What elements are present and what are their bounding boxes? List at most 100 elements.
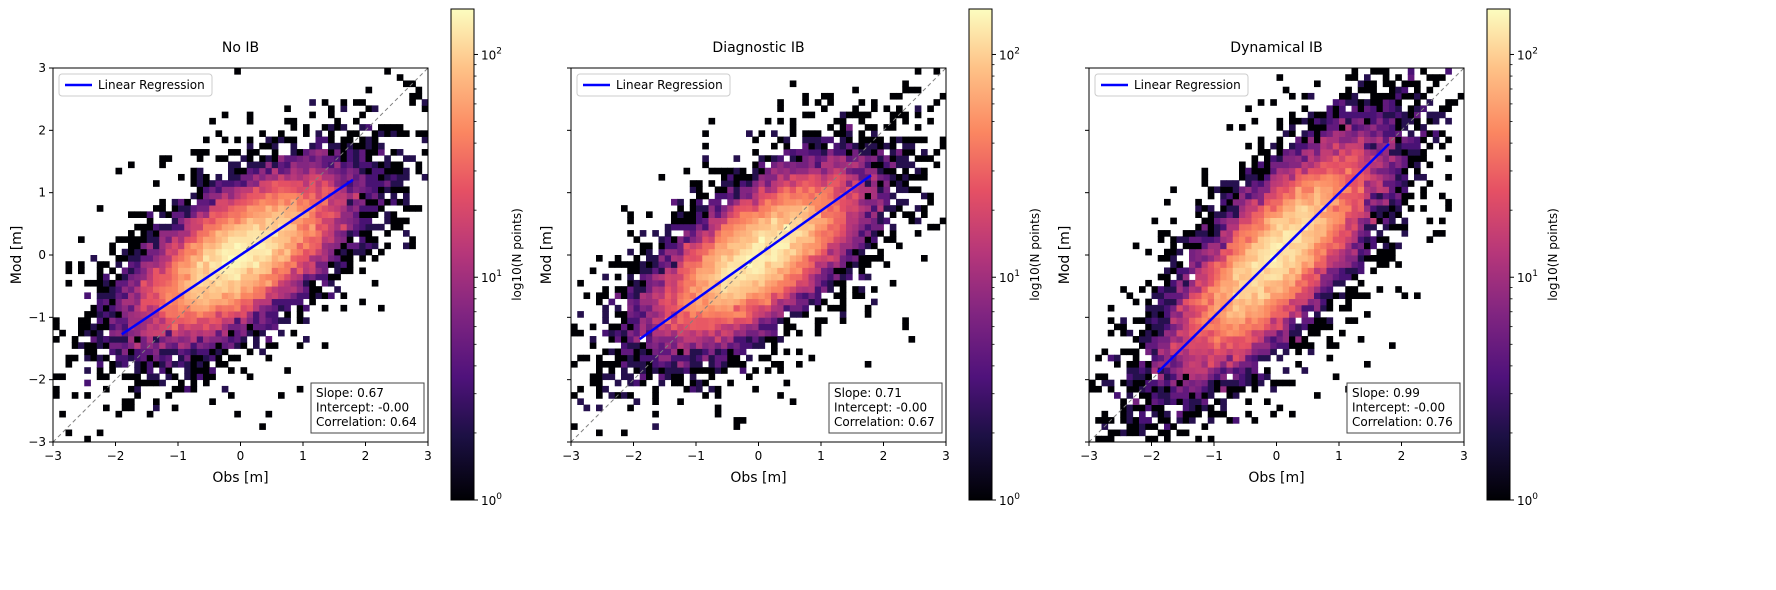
- histogram-bin: [1164, 398, 1171, 405]
- histogram-bin: [284, 136, 291, 144]
- histogram-bin: [290, 217, 298, 225]
- one-to-one-line: [1088, 67, 1465, 443]
- histogram-bin: [1426, 111, 1434, 119]
- histogram-bin: [321, 205, 329, 212]
- histogram-bin: [758, 211, 766, 218]
- histogram-bin: [783, 205, 791, 212]
- histogram-bin: [789, 173, 797, 181]
- histogram-bin: [1195, 279, 1202, 287]
- histogram-bin: [240, 367, 248, 374]
- histogram-bin: [1201, 217, 1209, 225]
- histogram-bin: [1295, 286, 1302, 293]
- histogram-bin: [1420, 205, 1427, 212]
- histogram-bin: [209, 367, 216, 374]
- histogram-bin: [627, 304, 634, 312]
- histogram-bin: [284, 192, 291, 200]
- histogram-bin: [190, 149, 198, 156]
- histogram-bin: [1357, 198, 1365, 206]
- histogram-bin: [140, 367, 148, 374]
- histogram-bin: [1439, 111, 1446, 119]
- histogram-bin: [134, 379, 141, 387]
- histogram-bin: [733, 298, 741, 306]
- histogram-bin: [783, 261, 791, 268]
- histogram-bin: [134, 342, 141, 349]
- histogram-bin: [1126, 417, 1134, 424]
- histogram-bin: [1164, 317, 1171, 324]
- histogram-bin: [1239, 217, 1246, 225]
- histogram-bin: [415, 161, 423, 169]
- histogram-bin: [764, 273, 772, 281]
- histogram-bin: [1089, 385, 1096, 393]
- histogram-bin: [209, 348, 216, 356]
- histogram-bin: [802, 192, 809, 200]
- histogram-bin: [1276, 136, 1284, 144]
- histogram-bin: [309, 223, 316, 231]
- histogram-bin: [839, 255, 847, 262]
- histogram-bin: [808, 173, 816, 181]
- histogram-bin: [1351, 317, 1359, 324]
- histogram-bin: [827, 124, 834, 131]
- histogram-bin: [821, 317, 828, 324]
- histogram-bin: [1314, 205, 1321, 212]
- histogram-bin: [1251, 292, 1259, 300]
- histogram-bin: [278, 261, 285, 268]
- histogram-bin: [852, 149, 859, 156]
- histogram-bin: [234, 217, 241, 225]
- histogram-bin: [1414, 292, 1421, 300]
- histogram-bin: [1282, 198, 1290, 206]
- histogram-bin: [702, 392, 709, 399]
- histogram-bin: [1339, 142, 1346, 150]
- histogram-bin: [796, 267, 803, 275]
- histogram-bin: [783, 167, 791, 175]
- histogram-bin: [814, 149, 822, 156]
- histogram-bin: [171, 317, 179, 324]
- histogram-bin: [253, 336, 260, 343]
- histogram-bin: [683, 292, 691, 300]
- histogram-bin: [739, 205, 747, 212]
- histogram-bin: [178, 354, 185, 362]
- histogram-bin: [1226, 248, 1234, 256]
- histogram-bin: [1220, 180, 1227, 187]
- histogram-bin: [1264, 223, 1271, 231]
- histogram-bin: [215, 354, 223, 362]
- histogram-bin: [821, 261, 828, 268]
- histogram-bin: [627, 342, 634, 349]
- histogram-bin: [1270, 317, 1277, 324]
- histogram-bin: [234, 167, 241, 175]
- histogram-bin: [877, 192, 884, 200]
- histogram-bin: [1301, 161, 1309, 169]
- histogram-bin: [390, 130, 398, 137]
- histogram-bin: [271, 149, 279, 156]
- histogram-bin: [1132, 367, 1140, 374]
- histogram-bin: [1164, 379, 1171, 387]
- histogram-bin: [1326, 336, 1334, 343]
- histogram-bin: [702, 192, 709, 200]
- histogram-bin: [752, 286, 759, 293]
- histogram-bin: [1270, 173, 1277, 181]
- histogram-bin: [1270, 348, 1277, 356]
- histogram-bin: [165, 286, 173, 293]
- histogram-bin: [1289, 130, 1296, 137]
- histogram-bin: [1245, 211, 1252, 218]
- histogram-bin: [714, 292, 722, 300]
- histogram-bin: [1132, 429, 1140, 437]
- histogram-bin: [384, 180, 391, 187]
- histogram-bin: [758, 155, 766, 162]
- histogram-bin: [253, 217, 260, 225]
- histogram-bin: [721, 180, 728, 187]
- histogram-bin: [1282, 323, 1290, 331]
- histogram-bin: [627, 392, 634, 399]
- histogram-bin: [1276, 336, 1284, 343]
- histogram-bin: [303, 255, 310, 262]
- histogram-bin: [253, 323, 260, 331]
- histogram-bin: [96, 317, 104, 324]
- histogram-bin: [1289, 286, 1296, 293]
- histogram-bin: [284, 155, 291, 162]
- histogram-bin: [821, 192, 828, 200]
- histogram-bin: [902, 167, 909, 175]
- histogram-bin: [1214, 379, 1221, 387]
- histogram-bin: [864, 167, 872, 175]
- histogram-bin: [871, 142, 878, 150]
- histogram-bin: [739, 192, 747, 200]
- histogram-bin: [265, 205, 273, 212]
